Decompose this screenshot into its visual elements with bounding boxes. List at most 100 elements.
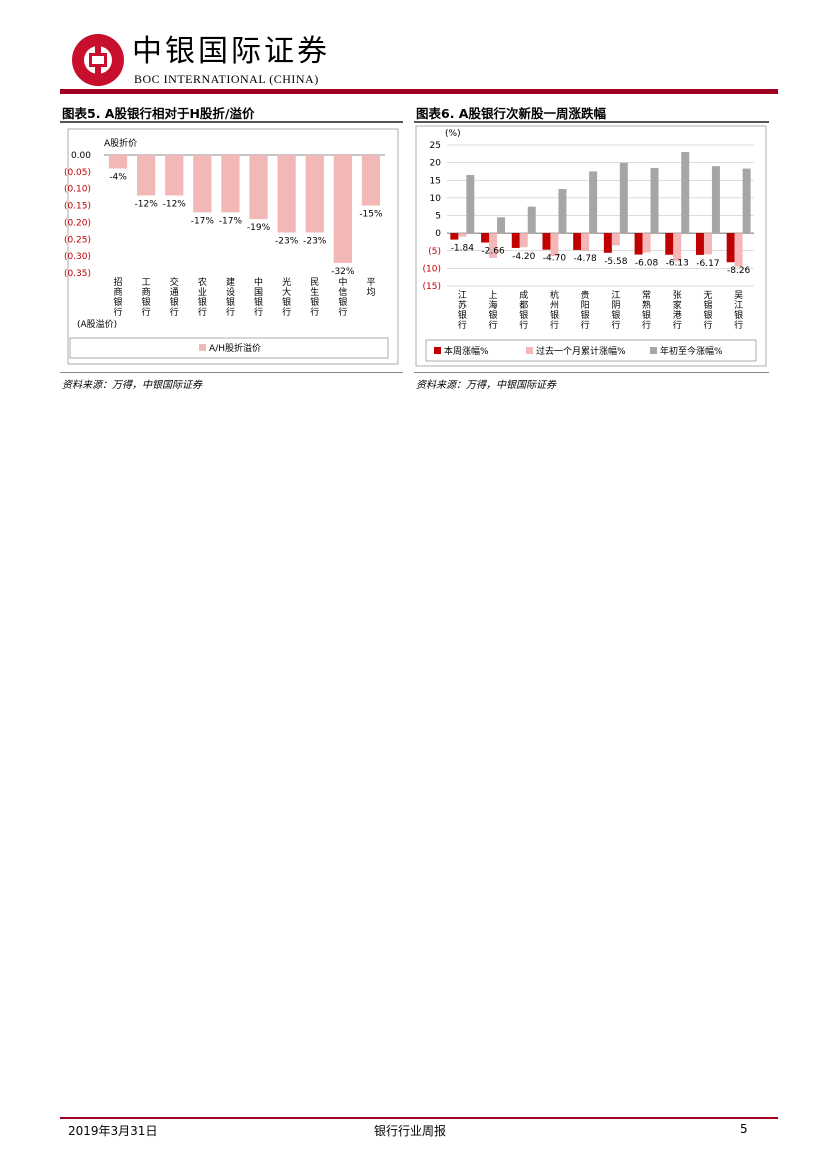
left-ytick-label: (0.10) <box>64 185 91 195</box>
left-ytick-label: (0.20) <box>64 218 91 228</box>
right-bar <box>489 233 498 258</box>
left-ytick-label: 0.00 <box>71 151 91 161</box>
right-category-label: 成都银行 <box>519 289 528 331</box>
footer-page-number: 5 <box>740 1122 748 1136</box>
right-category-label: 贵阳银行 <box>581 289 590 331</box>
right-bar <box>511 233 520 248</box>
left-source-rule <box>60 372 403 373</box>
left-bar <box>193 155 212 213</box>
right-bar <box>450 233 459 240</box>
right-bar <box>497 217 506 234</box>
right-category-label: 上海银行 <box>489 290 498 331</box>
left-bar <box>137 155 156 196</box>
left-figure-source: 资料来源：万得，中银国际证券 <box>62 380 202 391</box>
right-bar <box>619 162 628 234</box>
right-data-label: -4.20 <box>512 252 536 262</box>
right-ytick-label: 0 <box>435 229 441 239</box>
right-bar <box>458 233 467 237</box>
left-ytick-label: (0.05) <box>64 168 91 178</box>
right-bar <box>703 233 712 255</box>
right-category-label: 无锡银行 <box>703 290 712 331</box>
right-bar <box>642 233 651 253</box>
right-data-label: -4.70 <box>543 254 567 264</box>
left-category-label: 招商银行 <box>114 276 123 318</box>
right-bar <box>711 166 720 234</box>
right-bar <box>673 233 682 262</box>
right-figure-source: 资料来源：万得，中银国际证券 <box>416 380 556 391</box>
left-category-label: 农业银行 <box>198 276 207 318</box>
right-bar <box>573 233 582 250</box>
right-data-label: -6.17 <box>696 259 719 269</box>
right-category-label: 张家港行 <box>673 290 682 331</box>
right-ytick-label: (5) <box>428 247 441 257</box>
left-data-label: -12% <box>135 199 159 209</box>
left-figure-rule <box>60 121 403 123</box>
left-bar <box>277 155 296 233</box>
right-category-label: 江苏银行 <box>458 290 467 331</box>
left-legend-label: A/H股折溢价 <box>209 342 261 354</box>
right-data-label: -1.84 <box>451 244 475 254</box>
right-ytick-label: (15) <box>423 282 441 292</box>
right-bar <box>634 233 643 255</box>
right-bar <box>695 233 704 255</box>
left-bar <box>333 155 352 263</box>
left-data-label: -19% <box>247 223 271 233</box>
header-rule <box>60 89 778 94</box>
right-legend-swatch <box>526 347 533 354</box>
right-category-label: 常熟银行 <box>642 289 651 331</box>
right-bar <box>726 233 735 263</box>
right-legend-label: 本周涨幅% <box>444 345 489 357</box>
boc-logo-square <box>89 53 107 67</box>
left-data-label: -15% <box>359 210 383 220</box>
left-category-label: 中信银行 <box>338 276 347 318</box>
right-legend-swatch <box>650 347 657 354</box>
left-legend-swatch <box>199 344 206 351</box>
left-data-label: -23% <box>275 237 299 247</box>
right-bar <box>611 233 620 246</box>
right-ytick-label: 10 <box>430 194 442 204</box>
footer-report-name: 银行行业周报 <box>373 1124 446 1138</box>
left-category-label: 交通银行 <box>170 276 179 318</box>
left-category-label: 建设银行 <box>226 276 235 318</box>
left-data-label: -32% <box>331 267 355 277</box>
company-name-en: BOC INTERNATIONAL (CHINA) <box>134 72 319 86</box>
left-bar <box>361 155 381 206</box>
left-bar <box>221 155 240 213</box>
left-bar <box>305 155 324 233</box>
right-bar <box>742 168 751 234</box>
left-category-label: 工商银行 <box>142 278 151 318</box>
right-bar <box>542 233 551 250</box>
left-category-label: 中国银行 <box>254 276 263 318</box>
left-ytick-label: (0.35) <box>64 269 91 279</box>
right-ylabel: (%) <box>445 129 461 139</box>
right-ytick-label: (10) <box>423 264 441 274</box>
left-legend-box <box>69 337 389 359</box>
left-bar <box>249 155 268 220</box>
right-data-label: -2.66 <box>481 247 505 257</box>
right-bar <box>681 152 690 234</box>
right-figure-rule <box>414 121 769 123</box>
footer-rule <box>60 1117 778 1119</box>
left-ytick-label: (0.25) <box>64 235 91 245</box>
left-data-label: -17% <box>219 216 243 226</box>
right-bar <box>481 233 490 243</box>
left-category-label: 光大银行 <box>282 276 291 318</box>
right-legend-label: 年初至今涨幅% <box>660 345 723 357</box>
left-chart: A股折价 0.00 (0.05) (0.10) (0.15) (0.20) (0.25) (0… <box>64 128 399 365</box>
left-bar <box>165 155 184 196</box>
right-legend-box <box>425 339 757 362</box>
right-bar <box>519 233 528 248</box>
right-category-label: 吴江银行 <box>734 290 743 331</box>
right-legend-label: 过去一个月累计涨幅% <box>536 345 626 357</box>
left-figure-title: 图表5. A股银行相对于H股折/溢价 <box>62 106 255 121</box>
left-category-label: 平均 <box>366 277 375 298</box>
right-chart: (%) 25 20 15 10 5 0 (5) (10) (15) -1.84 江苏银行 -2.66 上海… <box>415 125 767 367</box>
right-ytick-label: 5 <box>435 212 441 222</box>
right-ytick-label: 15 <box>430 176 441 186</box>
company-name-cn: 中银国际证券 <box>132 34 330 69</box>
right-bar <box>550 233 559 257</box>
right-bar <box>650 167 659 234</box>
right-data-label: -8.26 <box>727 266 751 276</box>
right-bar <box>466 174 475 234</box>
right-bar <box>603 233 612 253</box>
